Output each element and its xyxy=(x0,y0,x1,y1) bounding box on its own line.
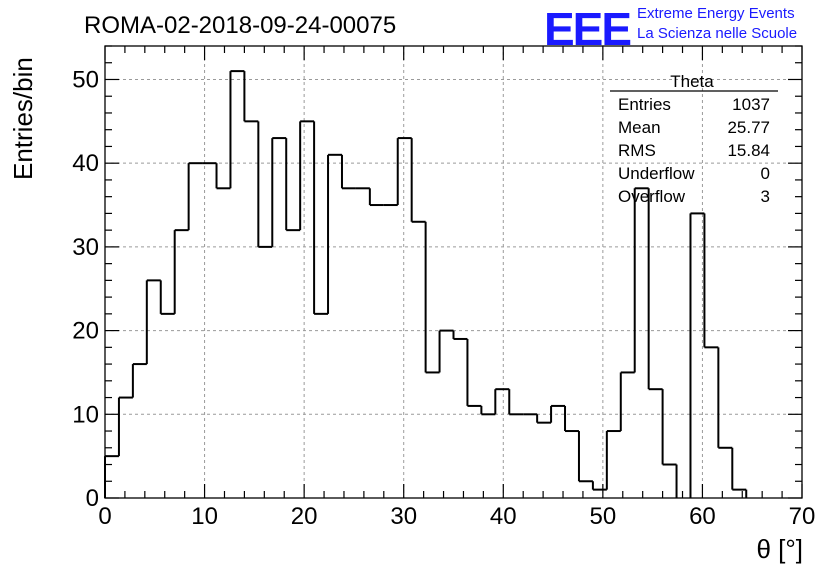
histogram-bin xyxy=(619,371,635,432)
histogram-bin xyxy=(494,388,510,415)
x-tick-labels: 0 10 20 30 40 50 60 70 xyxy=(98,503,815,530)
histogram-bin xyxy=(703,213,719,349)
histogram-bin xyxy=(104,455,119,498)
stats-value: 0 xyxy=(761,164,770,183)
histogram-bin xyxy=(396,137,412,206)
histogram-bin xyxy=(243,71,259,123)
histogram-bin xyxy=(271,137,287,247)
histogram-bars xyxy=(104,70,748,498)
stats-value: 25.77 xyxy=(727,118,770,137)
stats-label: Entries xyxy=(618,95,671,114)
histogram-bin xyxy=(410,138,426,223)
stats-box: Theta Entries 1037 Mean 25.77 RMS 15.84 Underf… xyxy=(610,72,778,206)
logo-line-1: Extreme Energy Events xyxy=(637,5,795,22)
y-tick-label: 10 xyxy=(72,401,99,428)
y-axis-label: Entries/bin xyxy=(8,57,38,180)
x-tick-label: 50 xyxy=(590,503,617,530)
stats-value: 3 xyxy=(761,187,770,206)
histogram-bin xyxy=(605,430,621,490)
histogram-bin xyxy=(187,162,203,231)
x-tick-label: 40 xyxy=(490,503,517,530)
histogram-bin xyxy=(550,404,566,423)
axis-ticks xyxy=(104,45,803,499)
y-tick-label: 30 xyxy=(72,234,99,261)
histogram-bin xyxy=(424,221,440,374)
x-tick-label: 0 xyxy=(98,503,111,530)
histogram-bin xyxy=(285,138,301,232)
histogram-bin xyxy=(564,405,579,433)
histogram-bin xyxy=(229,70,245,189)
histogram-bin xyxy=(480,405,496,416)
histogram-bin xyxy=(131,363,147,398)
stats-label: Overflow xyxy=(618,187,686,206)
stats-label: Underflow xyxy=(618,164,695,183)
histogram-bin xyxy=(117,396,133,457)
histogram-bin xyxy=(313,121,329,315)
histogram-bin xyxy=(591,481,607,491)
histogram-bin xyxy=(173,229,189,314)
y-tick-labels: 0 10 20 30 40 50 xyxy=(72,66,99,512)
histogram-bin xyxy=(689,212,705,498)
x-tick-label: 20 xyxy=(291,503,318,530)
stats-value: 1037 xyxy=(732,95,770,114)
plot-frame xyxy=(104,45,803,499)
grid-lines xyxy=(105,46,802,498)
histogram-bin xyxy=(438,329,454,373)
y-tick-label: 20 xyxy=(72,318,99,345)
histogram-bin xyxy=(145,279,161,365)
x-tick-label: 10 xyxy=(191,503,218,530)
histogram-bin xyxy=(633,187,649,373)
x-tick-label: 60 xyxy=(689,503,716,530)
histogram-bin xyxy=(466,338,482,407)
y-tick-label: 40 xyxy=(72,150,99,177)
logo-line-2: La Scienza nelle Scuole xyxy=(637,25,798,42)
histogram-bin xyxy=(577,431,593,483)
y-tick-label: 50 xyxy=(72,66,99,93)
histogram-bin xyxy=(368,188,384,207)
histogram-bin xyxy=(508,389,524,416)
histogram-bin xyxy=(661,389,677,466)
eee-logo: EEE xyxy=(544,3,632,55)
stats-label: RMS xyxy=(618,141,656,160)
x-axis-label: θ [°] xyxy=(756,534,803,564)
histogram-bin xyxy=(452,330,468,340)
histogram-bin xyxy=(647,188,663,391)
stats-label: Mean xyxy=(618,118,661,137)
x-tick-label: 70 xyxy=(789,503,816,530)
histogram-bin xyxy=(257,121,273,248)
chart-title: ROMA-02-2018-09-24-00075 xyxy=(84,12,396,39)
stats-rows: Entries 1037 Mean 25.77 RMS 15.84 Underflow 0 Ov… xyxy=(618,95,770,206)
histogram-bin xyxy=(717,347,733,449)
histogram-bin xyxy=(159,280,175,315)
histogram-bin xyxy=(340,154,356,190)
histogram-bin xyxy=(536,414,552,424)
stats-value: 15.84 xyxy=(727,141,770,160)
histogram-bin xyxy=(299,120,315,231)
histogram-bin xyxy=(731,447,747,491)
y-tick-label: 0 xyxy=(86,485,99,512)
x-tick-label: 30 xyxy=(390,503,417,530)
histogram-bin xyxy=(327,153,342,314)
histogram-bin xyxy=(215,163,231,190)
stats-title: Theta xyxy=(670,72,714,91)
